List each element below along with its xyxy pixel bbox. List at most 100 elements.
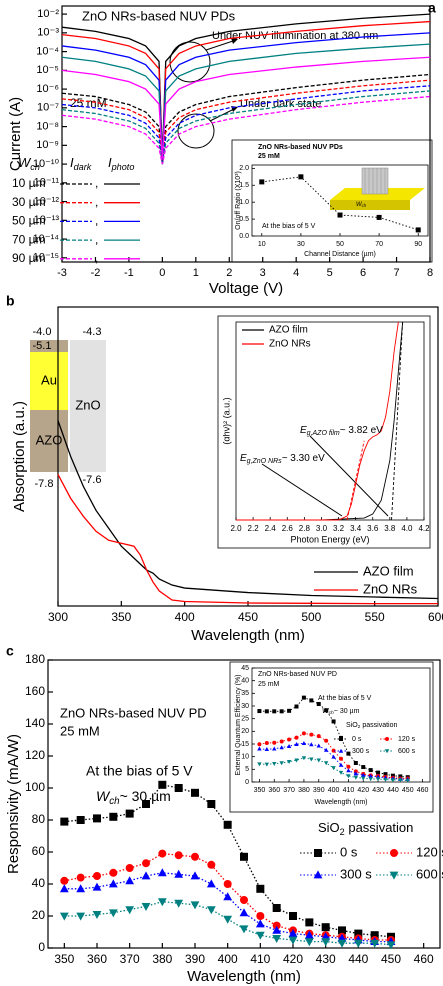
x-tick-label: 430 — [372, 787, 384, 794]
annotation: At the bias of 5 V — [86, 763, 193, 779]
marker — [370, 931, 379, 940]
inset-frame — [229, 661, 434, 813]
marker — [255, 919, 265, 928]
marker — [264, 762, 270, 767]
marker — [346, 764, 351, 769]
marker — [206, 879, 216, 888]
band-level: -7.6 — [83, 474, 102, 486]
marker — [141, 903, 151, 911]
photo-curve — [61, 13, 431, 159]
x-tick-label: 390 — [185, 952, 205, 966]
x-tick-label: 380 — [298, 787, 310, 794]
callout-circle — [177, 113, 215, 149]
w-annotation: Wch~ 30 µm — [322, 708, 360, 717]
text-subscript: photo — [111, 162, 135, 172]
band-diagram — [30, 340, 106, 472]
marker — [305, 918, 314, 927]
band-level: -4.3 — [83, 326, 102, 338]
marker — [240, 896, 248, 904]
marker — [174, 869, 184, 878]
text-main: SiO — [318, 820, 340, 835]
series-line — [259, 757, 408, 781]
y-axis-label: Current (A) — [7, 97, 24, 171]
nanorod-lines — [364, 168, 386, 194]
marker — [294, 735, 299, 740]
plot-frame — [235, 321, 425, 521]
marker — [309, 757, 314, 762]
y-tick-label: 160 — [25, 684, 45, 698]
marker — [93, 872, 101, 880]
marker — [60, 876, 69, 885]
marker — [298, 174, 304, 180]
marker — [337, 212, 343, 218]
y-tick-label: 180 — [25, 652, 45, 666]
x-tick-label: 0 — [159, 267, 165, 279]
azo-layer — [30, 410, 68, 472]
band-level: -5.1 — [33, 340, 52, 352]
band-level: -4.0 — [33, 326, 52, 338]
legend-label: 10 µm — [12, 176, 46, 190]
x-tick-label: 450 — [402, 787, 414, 794]
marker — [286, 743, 292, 748]
marker — [294, 741, 299, 746]
plot-frame — [61, 5, 431, 263]
y-axis-label: Responsivity (mA/W) — [5, 734, 22, 874]
annotation: At the bias of 5 V — [262, 223, 316, 230]
x-tick-label: 50 — [336, 241, 344, 248]
legend-label: AZO film — [363, 563, 414, 578]
x-tick-label: 360 — [268, 787, 280, 794]
marker — [323, 761, 329, 766]
marker — [240, 852, 248, 861]
marker — [309, 698, 314, 703]
y-tick-label: 10⁻¹¹ — [34, 177, 60, 189]
marker — [309, 742, 314, 747]
x-tick-label: 400 — [218, 952, 238, 966]
marker — [346, 751, 351, 756]
legend-label: 0 s — [340, 844, 358, 859]
x-axis-label: Wavelength (nm) — [191, 627, 305, 644]
marker — [157, 868, 167, 877]
y-tick-label: 10⁻¹⁴ — [33, 233, 60, 245]
y-tick-label: 10⁻³ — [37, 27, 59, 39]
y-tick-label: 10⁻¹⁰ — [33, 158, 60, 170]
marker — [125, 876, 135, 885]
dark-curve — [61, 95, 431, 165]
x-tick-label: 70 — [375, 241, 383, 248]
y-tick-label: 0 — [38, 940, 45, 954]
marker — [353, 939, 363, 948]
plot-frame — [251, 667, 431, 783]
text-main: W — [356, 202, 363, 208]
x-tick-label: 1 — [193, 267, 199, 279]
marker — [288, 936, 298, 945]
marker — [92, 882, 102, 891]
legend-label: ZnO NRs — [269, 339, 311, 350]
text-main: I — [70, 155, 74, 170]
callout-arrow — [209, 107, 237, 122]
marker — [339, 756, 343, 761]
marker — [338, 926, 346, 935]
legend-marker — [314, 849, 322, 857]
legend-label: 30 µm — [12, 195, 46, 209]
marker — [301, 740, 307, 745]
photo-curve — [61, 32, 431, 159]
photo-curve — [61, 56, 431, 159]
legend-marker — [339, 737, 343, 741]
marker — [361, 776, 366, 781]
legend-marker — [338, 748, 344, 753]
marker — [301, 756, 307, 761]
marker — [272, 921, 281, 930]
marker — [390, 778, 396, 783]
legend-title: SiO2 passivation — [346, 722, 397, 731]
x-axis-label: Wavelength (nm) — [187, 968, 301, 985]
x-tick-label: 550 — [365, 610, 385, 624]
marker — [239, 908, 249, 917]
y-tick-label: 45 — [241, 665, 249, 672]
marker — [223, 892, 233, 901]
marker — [390, 773, 395, 778]
marker — [272, 762, 277, 767]
legend-label: 600 s — [416, 866, 443, 881]
marker — [346, 768, 351, 773]
x-tick-label: 2 — [226, 267, 232, 279]
text-main: E — [300, 425, 307, 436]
x-tick-label: 3.8 — [384, 524, 396, 533]
